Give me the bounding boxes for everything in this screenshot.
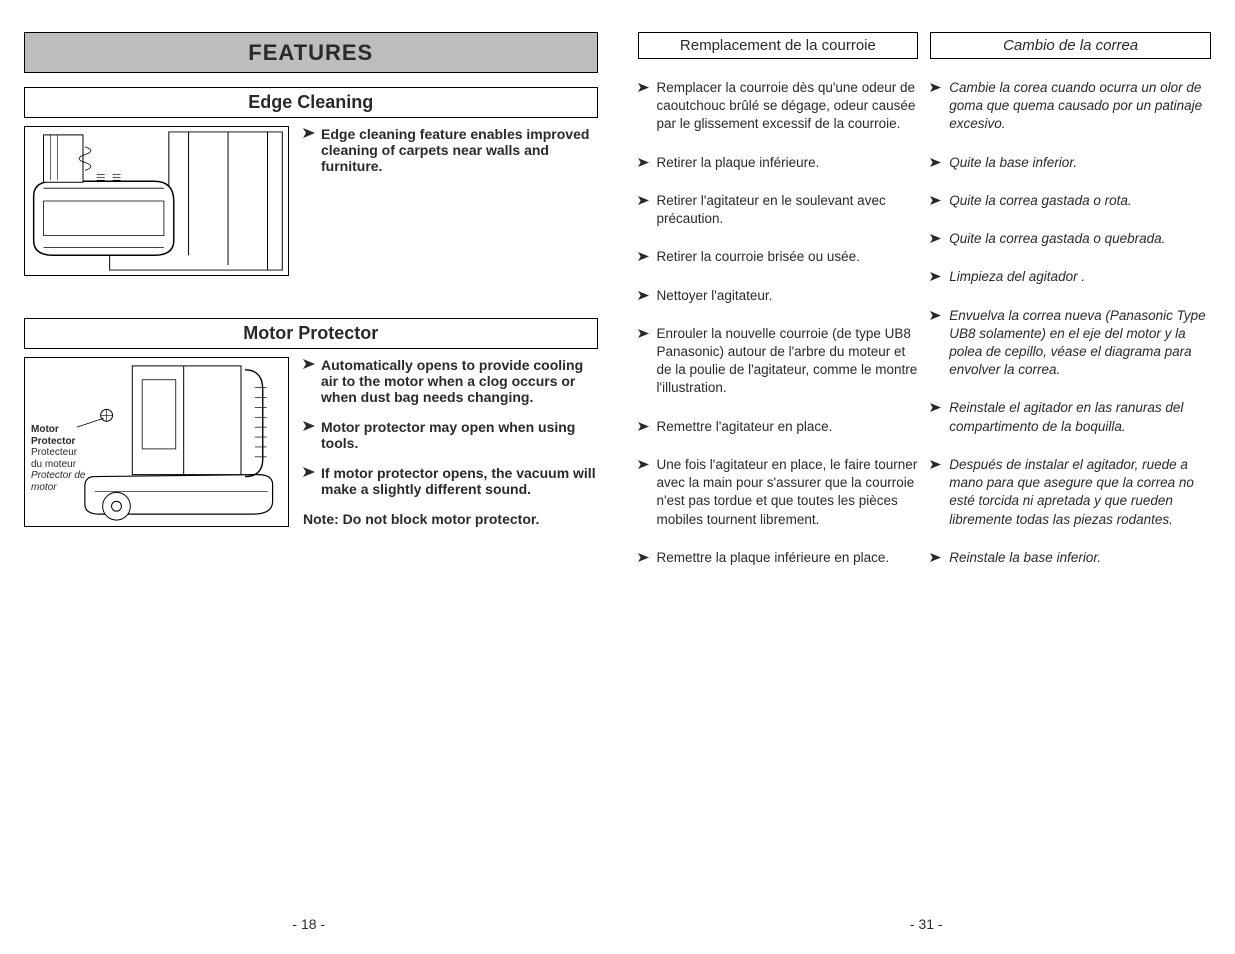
- bullet-arrow-icon: [638, 158, 649, 167]
- bullet-item: Retirer la courroie brisée ou usée.: [638, 248, 919, 266]
- features-banner: FEATURES: [24, 32, 598, 73]
- bullet-text: Envuelva la correa nueva (Panasonic Type…: [949, 307, 1211, 380]
- column-french: Remplacement de la courroie Remplacer la…: [638, 32, 919, 954]
- bullet-arrow-icon: [930, 196, 941, 205]
- bullet-arrow-icon: [303, 421, 315, 431]
- bullet-arrow-icon: [930, 311, 941, 320]
- bullet-text: Limpieza del agitador .: [949, 268, 1085, 286]
- note-text: Note: Do not block motor protector.: [303, 511, 598, 527]
- bullet-arrow-icon: [930, 403, 941, 412]
- bullet-text: Remettre la plaque inférieure en place.: [657, 549, 890, 567]
- bullet-arrow-icon: [303, 359, 315, 369]
- bullet-arrow-icon: [638, 422, 649, 431]
- label-en: Motor Protector: [31, 424, 87, 447]
- bullet-item: Retirer l'agitateur en le soulevant avec…: [638, 192, 919, 228]
- bullet-text: Cambie la corea cuando ocurra un olor de…: [949, 79, 1211, 134]
- bullet-arrow-icon: [930, 460, 941, 469]
- bullet-item: Remettre la plaque inférieure en place.: [638, 549, 919, 567]
- bullet-text: Retirer l'agitateur en le soulevant avec…: [657, 192, 919, 228]
- label-fr: Protecteur du moteur: [31, 447, 87, 470]
- page-spread: FEATURES Edge Cleaning: [0, 0, 1235, 954]
- bullet-arrow-icon: [930, 272, 941, 281]
- bullet-text: Une fois l'agitateur en place, le faire …: [657, 456, 919, 529]
- bullet-item: Después de instalar el agitador, ruede a…: [930, 456, 1211, 529]
- bullet-arrow-icon: [930, 553, 941, 562]
- column-spanish: Cambio de la correa Cambie la corea cuan…: [930, 32, 1211, 954]
- bullet-arrow-icon: [303, 467, 315, 477]
- bullet-item: Reinstale la base inferior.: [930, 549, 1211, 567]
- page-right: Remplacement de la courroie Remplacer la…: [618, 0, 1235, 954]
- bullet-text: Enrouler la nouvelle courroie (de type U…: [657, 325, 919, 398]
- bullet-text: If motor protector opens, the vacuum wil…: [321, 465, 598, 497]
- bullet-arrow-icon: [638, 291, 649, 300]
- column-body-es: Cambie la corea cuando ocurra un olor de…: [930, 79, 1211, 567]
- bullet-text: Reinstale la base inferior.: [949, 549, 1101, 567]
- illustration-motor-protector: Motor Protector Protecteur du moteur Pro…: [24, 357, 289, 527]
- bullet-item: Cambie la corea cuando ocurra un olor de…: [930, 79, 1211, 134]
- column-body-fr: Remplacer la courroie dès qu'une odeur d…: [638, 79, 919, 567]
- illustration-label: Motor Protector Protecteur du moteur Pro…: [31, 424, 87, 493]
- bullet-text: Remettre l'agitateur en place.: [657, 418, 833, 436]
- bullet-text: Motor protector may open when using tool…: [321, 419, 598, 451]
- bullet-arrow-icon: [638, 553, 649, 562]
- bullet-item: Envuelva la correa nueva (Panasonic Type…: [930, 307, 1211, 380]
- bullet-item: Remettre l'agitateur en place.: [638, 418, 919, 436]
- bullet-text: Nettoyer l'agitateur.: [657, 287, 773, 305]
- bullet-item: Automatically opens to provide cooling a…: [303, 357, 598, 405]
- bullet-item: Nettoyer l'agitateur.: [638, 287, 919, 305]
- page-left: FEATURES Edge Cleaning: [0, 0, 618, 954]
- bullet-text: Quite la correa gastada o rota.: [949, 192, 1131, 210]
- bullet-text: Después de instalar el agitador, ruede a…: [949, 456, 1211, 529]
- page-number-right: - 31 -: [618, 916, 1235, 932]
- bullet-item: If motor protector opens, the vacuum wil…: [303, 465, 598, 497]
- column-title-es: Cambio de la correa: [930, 32, 1211, 59]
- bullets-motor-protector: Automatically opens to provide cooling a…: [303, 357, 598, 527]
- bullet-item: Limpieza del agitador .: [930, 268, 1211, 286]
- bullet-arrow-icon: [638, 329, 649, 338]
- bullet-item: Quite la base inferior.: [930, 154, 1211, 172]
- bullet-item: Quite la correa gastada o rota.: [930, 192, 1211, 210]
- bullet-arrow-icon: [303, 128, 315, 138]
- bullet-arrow-icon: [638, 252, 649, 261]
- feature-block-motor-protector: Motor Protector Protecteur du moteur Pro…: [24, 357, 598, 527]
- bullet-arrow-icon: [930, 234, 941, 243]
- bullet-arrow-icon: [638, 83, 649, 92]
- bullet-item: Quite la correa gastada o quebrada.: [930, 230, 1211, 248]
- feature-block-edge-cleaning: Edge cleaning feature enables improved c…: [24, 126, 598, 276]
- bullet-item: Une fois l'agitateur en place, le faire …: [638, 456, 919, 529]
- section-title-motor-protector: Motor Protector: [24, 318, 598, 349]
- bullet-arrow-icon: [638, 460, 649, 469]
- bullet-arrow-icon: [638, 196, 649, 205]
- bullet-item: Reinstale el agitador en las ranuras del…: [930, 399, 1211, 435]
- label-es: Protector de motor: [31, 470, 87, 493]
- bullet-text: Retirer la courroie brisée ou usée.: [657, 248, 860, 266]
- bullet-item: Edge cleaning feature enables improved c…: [303, 126, 598, 174]
- bullet-text: Reinstale el agitador en las ranuras del…: [949, 399, 1211, 435]
- bullet-text: Quite la base inferior.: [949, 154, 1077, 172]
- bullet-text: Automatically opens to provide cooling a…: [321, 357, 598, 405]
- bullet-text: Quite la correa gastada o quebrada.: [949, 230, 1165, 248]
- bullet-text: Remplacer la courroie dès qu'une odeur d…: [657, 79, 919, 134]
- section-title-edge-cleaning: Edge Cleaning: [24, 87, 598, 118]
- bullet-text: Edge cleaning feature enables improved c…: [321, 126, 598, 174]
- bullets-edge-cleaning: Edge cleaning feature enables improved c…: [303, 126, 598, 276]
- column-title-fr: Remplacement de la courroie: [638, 32, 919, 59]
- bullet-text: Retirer la plaque inférieure.: [657, 154, 820, 172]
- bullet-item: Motor protector may open when using tool…: [303, 419, 598, 451]
- bullet-item: Enrouler la nouvelle courroie (de type U…: [638, 325, 919, 398]
- bullet-item: Retirer la plaque inférieure.: [638, 154, 919, 172]
- bullet-arrow-icon: [930, 158, 941, 167]
- bullet-arrow-icon: [930, 83, 941, 92]
- bullet-item: Remplacer la courroie dès qu'une odeur d…: [638, 79, 919, 134]
- illustration-edge-cleaning: [24, 126, 289, 276]
- page-number-left: - 18 -: [0, 916, 618, 932]
